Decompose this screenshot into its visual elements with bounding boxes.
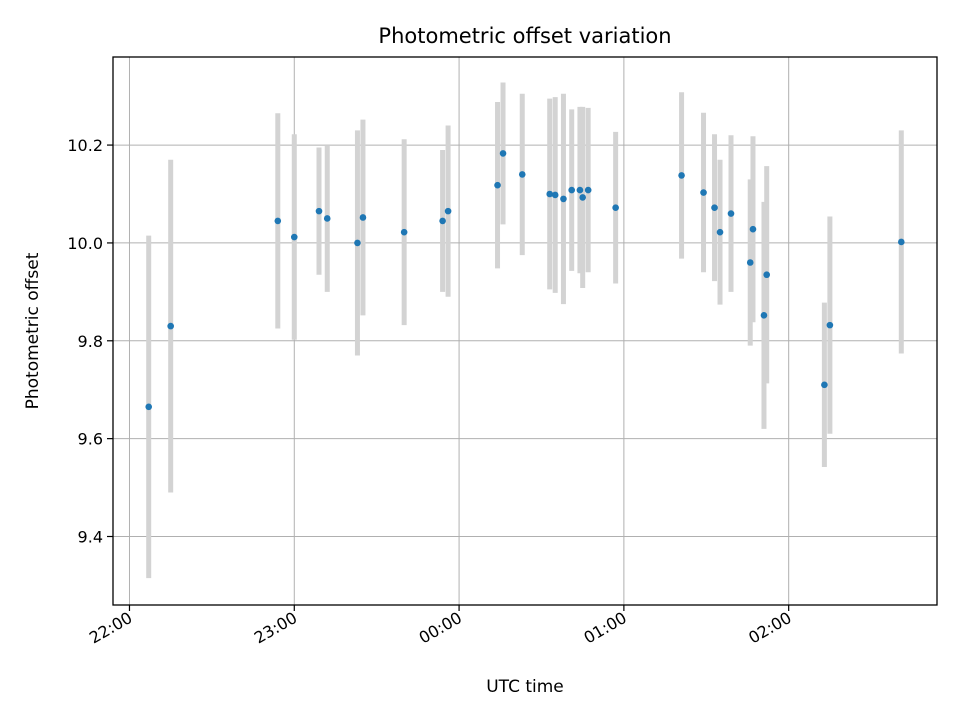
data-point (167, 322, 174, 330)
data-point (763, 271, 771, 279)
data-point (400, 228, 408, 236)
x-axis-label: UTC time (486, 677, 564, 697)
data-point (612, 204, 619, 211)
data-point (274, 217, 282, 225)
data-point (494, 181, 501, 189)
data-point (499, 150, 507, 157)
data-point (579, 194, 586, 201)
y-axis-label: Photometric offset (23, 252, 43, 409)
data-point (354, 239, 361, 247)
data-point (760, 312, 768, 319)
data-point (746, 259, 754, 266)
data-point (439, 217, 446, 225)
data-point (551, 191, 559, 199)
data-point (444, 207, 452, 215)
chart-title: Photometric offset variation (378, 24, 671, 48)
data-point (315, 207, 323, 215)
data-point (359, 214, 367, 221)
y-axis: 9.4 9.6 9.8 10.2 10.0 (67, 136, 113, 547)
data-point (711, 204, 718, 211)
y-tick-label: 9.4 (78, 528, 103, 547)
data-point (546, 190, 554, 198)
data-point (290, 233, 298, 241)
data-point (749, 225, 757, 233)
data-point (897, 238, 905, 246)
data-point (323, 215, 331, 222)
data-point (568, 186, 575, 194)
data-point (576, 186, 584, 194)
data-point (584, 186, 592, 194)
data-point (826, 321, 834, 329)
y-tick-label: 10.0 (67, 234, 103, 253)
data-point (560, 195, 567, 203)
data-point (821, 381, 828, 389)
plot-area (113, 57, 937, 605)
y-tick-label: 10.2 (67, 136, 103, 155)
data-point (145, 403, 153, 411)
data-point (518, 171, 526, 178)
data-point (716, 228, 724, 236)
y-tick-label: 9.6 (78, 430, 103, 449)
plot-frame (112, 56, 938, 606)
y-tick-label: 9.8 (78, 332, 103, 351)
data-point (700, 189, 707, 196)
data-points (145, 150, 905, 411)
data-point (678, 172, 685, 179)
data-point (727, 210, 735, 217)
